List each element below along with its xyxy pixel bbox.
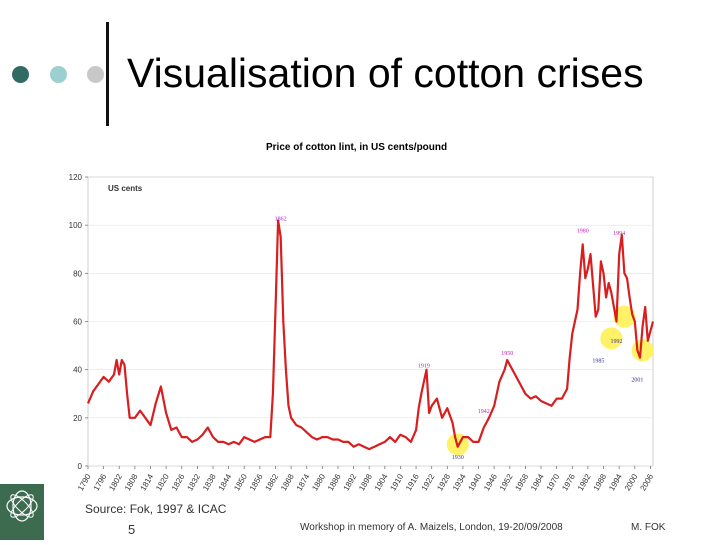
y-tick-label: 20 [73,414,82,423]
x-tick-label: 1934 [451,472,468,492]
year-annotation: 1992 [611,339,623,345]
year-annotation: 1994 [613,231,625,237]
x-tick-label: 1904 [373,472,390,492]
x-tick-label: 1856 [248,472,265,492]
x-tick-label: 1790 [76,472,93,492]
source-note: Source: Fok, 1997 & ICAC [85,502,227,516]
year-annotation: 1980 [577,228,589,234]
x-tick-label: 1802 [107,472,124,492]
x-tick-label: 1916 [404,472,421,492]
price-line [86,219,655,451]
x-tick-label: 1994 [607,472,624,492]
y-tick-label: 120 [69,173,83,182]
x-tick-label: 1988 [592,472,609,492]
x-tick-label: 2000 [623,472,640,492]
x-tick-label: 1928 [435,472,452,492]
x-tick-label: 1814 [139,472,156,492]
x-tick-label: 1952 [498,472,515,492]
x-tick-label: 1892 [342,472,359,492]
x-tick-label: 1838 [201,472,218,492]
x-tick-label: 1922 [420,472,437,492]
x-tick-label: 1880 [310,472,327,492]
x-tick-label: 1820 [154,472,171,492]
y-tick-label: 40 [73,366,82,375]
x-tick-label: 1886 [326,472,343,492]
x-tick-label: 2006 [638,472,655,492]
x-tick-label: 1832 [185,472,202,492]
y-tick-label: 0 [78,462,83,471]
year-annotation: 1919 [418,363,430,369]
x-tick-label: 1940 [467,472,484,492]
year-annotation: 1930 [452,455,464,461]
highlight-circle [600,327,623,350]
x-tick-label: 1826 [170,472,187,492]
cirad-logo [0,484,44,540]
title-divider [106,22,109,126]
highlight-circle [631,339,654,362]
x-tick-label: 1910 [388,472,405,492]
dot-3 [87,66,104,83]
x-tick-label: 1982 [576,472,593,492]
y-axis-label: US cents [108,184,143,193]
x-tick-label: 1898 [357,472,374,492]
year-annotation: 1862 [275,216,287,222]
x-tick-label: 1958 [513,472,530,492]
x-tick-label: 1796 [92,472,109,492]
chart-title: Price of cotton lint, in US cents/pound [266,142,448,153]
x-tick-label: 1808 [123,472,140,492]
x-tick-label: 1964 [529,472,546,492]
highlight-circle [613,305,636,328]
slide-number: 5 [128,522,136,537]
y-tick-label: 80 [73,269,82,278]
x-tick-label: 1868 [279,472,296,492]
dot-1 [12,66,29,83]
year-annotation: 1942 [478,409,490,415]
author-name: M. FOK [631,522,666,533]
year-annotation: 2001 [631,378,643,384]
footer-text: Workshop in memory of A. Maizels, London… [300,522,563,533]
year-annotation: 1950 [501,351,513,357]
x-tick-label: 1970 [545,472,562,492]
x-tick-label: 1850 [232,472,249,492]
x-tick-label: 1844 [217,472,234,492]
decorative-dots [12,66,104,84]
x-tick-label: 1874 [295,472,312,492]
y-tick-label: 100 [69,221,83,230]
dot-2 [50,66,67,83]
slide-title: Visualisation of cotton crises [127,50,644,96]
year-annotation: 1985 [592,358,604,364]
y-tick-label: 60 [73,318,82,327]
x-tick-label: 1946 [482,472,499,492]
x-tick-label: 1976 [560,472,577,492]
x-tick-label: 1862 [264,472,281,492]
